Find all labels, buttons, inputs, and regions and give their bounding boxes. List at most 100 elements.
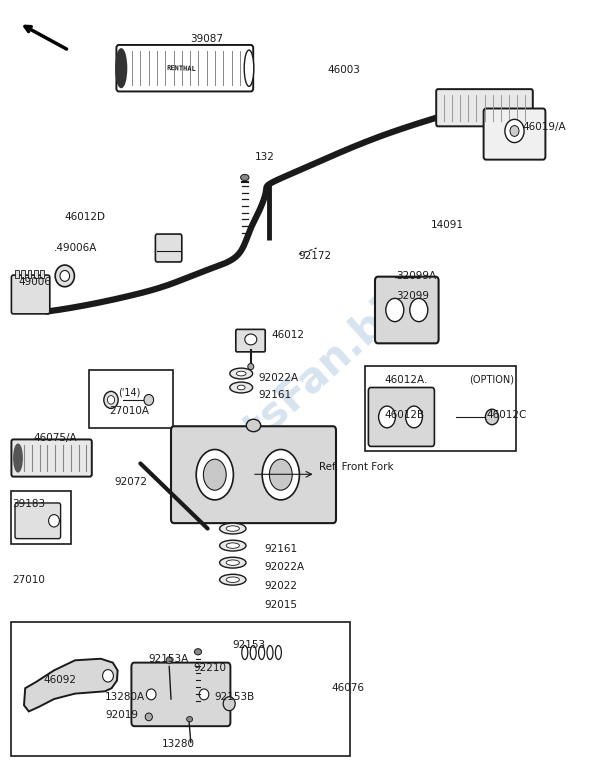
FancyBboxPatch shape [436,89,533,126]
Ellipse shape [196,449,233,500]
Ellipse shape [406,406,422,428]
Ellipse shape [55,265,74,287]
Text: 49006: 49006 [18,277,51,287]
Text: (OPTION): (OPTION) [469,375,515,384]
Ellipse shape [187,716,193,722]
Text: 27010: 27010 [13,575,45,584]
Ellipse shape [107,396,115,405]
Text: 32099A: 32099A [396,271,436,281]
Ellipse shape [226,560,239,566]
Ellipse shape [230,382,253,393]
Ellipse shape [220,574,246,585]
Ellipse shape [245,334,257,345]
Text: 92019: 92019 [105,710,138,719]
Ellipse shape [220,557,246,568]
Ellipse shape [144,394,154,405]
FancyBboxPatch shape [131,663,230,726]
Ellipse shape [262,449,299,500]
Text: 14091: 14091 [431,220,464,229]
Ellipse shape [166,657,172,663]
Text: 46012B: 46012B [384,410,424,419]
Text: RENTHAL: RENTHAL [167,64,197,72]
FancyBboxPatch shape [368,388,434,446]
FancyBboxPatch shape [40,270,44,278]
Ellipse shape [220,540,246,551]
FancyBboxPatch shape [236,329,265,352]
Ellipse shape [269,459,292,491]
Ellipse shape [104,391,118,408]
Ellipse shape [203,459,226,491]
Text: 132: 132 [255,152,275,161]
Text: 92210: 92210 [193,663,226,673]
FancyBboxPatch shape [155,234,182,262]
Ellipse shape [199,689,209,700]
Text: 46012C: 46012C [486,410,526,419]
Text: ('14): ('14) [118,388,140,397]
Polygon shape [24,659,118,711]
FancyBboxPatch shape [15,270,19,278]
Text: 27010A: 27010A [109,406,149,415]
FancyBboxPatch shape [375,277,439,343]
Ellipse shape [230,368,253,379]
FancyBboxPatch shape [22,270,25,278]
FancyBboxPatch shape [11,491,71,544]
Ellipse shape [386,298,404,322]
Ellipse shape [49,515,59,527]
Text: PartsFan.biz: PartsFan.biz [178,274,422,501]
Text: 46075/A: 46075/A [33,433,77,443]
Text: 46012: 46012 [271,330,304,339]
FancyBboxPatch shape [11,439,92,477]
Text: 92022A: 92022A [264,563,304,572]
Text: 46092: 46092 [43,676,76,685]
Ellipse shape [226,542,239,549]
Text: 92161: 92161 [258,391,291,400]
Text: 92072: 92072 [114,477,147,487]
Text: 92153B: 92153B [215,693,255,702]
Ellipse shape [241,174,249,181]
Ellipse shape [505,119,524,143]
FancyBboxPatch shape [15,503,61,539]
Text: 46012A.: 46012A. [384,375,427,384]
Ellipse shape [410,298,428,322]
Text: 46019/A: 46019/A [522,122,566,132]
Text: 13280: 13280 [162,739,196,749]
Ellipse shape [510,126,519,136]
FancyBboxPatch shape [89,370,173,428]
Text: 39087: 39087 [190,34,223,43]
Ellipse shape [14,444,22,472]
Text: 92015: 92015 [264,600,297,609]
Text: 92172: 92172 [299,251,332,260]
Text: 39183: 39183 [12,499,46,508]
FancyBboxPatch shape [484,109,545,160]
Text: 92022A: 92022A [258,374,298,383]
Text: 13280A: 13280A [105,693,145,702]
Ellipse shape [226,577,239,583]
Ellipse shape [223,697,235,711]
Ellipse shape [194,649,202,655]
Ellipse shape [244,50,254,86]
Text: 92022: 92022 [264,581,297,591]
Ellipse shape [226,525,239,532]
Text: 46076: 46076 [331,684,364,693]
Text: 92153A: 92153A [149,654,189,663]
Ellipse shape [116,49,127,88]
FancyBboxPatch shape [11,275,50,314]
Ellipse shape [146,689,156,700]
Ellipse shape [379,406,395,428]
Text: 46012D: 46012D [64,212,105,222]
Ellipse shape [485,409,499,425]
Text: .49006A: .49006A [54,243,97,253]
FancyBboxPatch shape [365,366,516,451]
FancyBboxPatch shape [28,270,31,278]
Text: 46003: 46003 [327,65,360,74]
Ellipse shape [220,523,246,534]
Ellipse shape [60,270,70,281]
Ellipse shape [103,670,113,682]
Text: 92161: 92161 [264,544,297,553]
FancyBboxPatch shape [116,45,253,91]
Ellipse shape [248,363,254,370]
FancyBboxPatch shape [11,622,350,756]
FancyBboxPatch shape [171,426,336,523]
Ellipse shape [238,385,245,390]
Text: Ref. Front Fork: Ref. Front Fork [319,462,394,471]
